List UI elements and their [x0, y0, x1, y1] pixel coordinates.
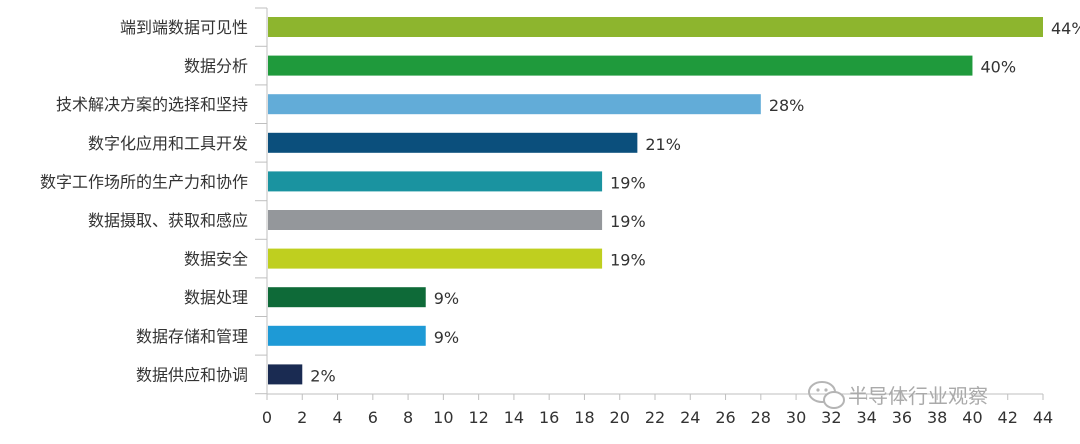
x-tick-label: 22	[645, 408, 665, 427]
x-tick-label: 14	[504, 408, 524, 427]
x-tick-label: 6	[368, 408, 378, 427]
bar	[268, 287, 426, 308]
x-tick-label: 20	[610, 408, 630, 427]
bar	[268, 17, 1043, 37]
value-label: 9%	[434, 289, 459, 308]
bar	[268, 364, 303, 385]
category-label: 数据存储和管理	[136, 327, 248, 346]
bars-layer: 端到端数据可见性 44% 数据分析 40% 技术解决方案的选择和坚持 28% 数字化应用和工…	[40, 17, 1080, 385]
value-label: 40%	[980, 58, 1016, 77]
wechat-icon	[808, 381, 845, 409]
value-label: 28%	[769, 96, 805, 115]
x-tick-label: 36	[892, 408, 912, 427]
bar	[268, 248, 603, 269]
bar	[268, 210, 603, 230]
category-label: 数字工作场所的生产力和协作	[40, 172, 248, 191]
category-label: 数字化应用和工具开发	[88, 134, 248, 153]
x-tick-label: 26	[715, 408, 735, 427]
bar	[268, 94, 761, 115]
bar	[268, 325, 426, 346]
bar	[268, 132, 638, 153]
x-tick-label: 16	[539, 408, 559, 427]
bar	[268, 171, 603, 192]
axis-layer: 0 2 4 6 8 10 12 14 16 18 20 22 24 26 28 30 32 34 36 38 40 42 4…	[255, 7, 1053, 427]
category-label: 数据供应和协调	[136, 365, 248, 384]
x-tick-label: 24	[680, 408, 700, 427]
category-label: 技术解决方案的选择和坚持	[56, 95, 248, 114]
x-tick-label: 34	[856, 408, 876, 427]
x-tick-label: 42	[998, 408, 1018, 427]
category-label: 数据处理	[184, 288, 248, 307]
x-tick-label: 32	[821, 408, 841, 427]
value-label: 19%	[610, 173, 646, 192]
value-label: 9%	[434, 328, 459, 347]
category-label: 数据安全	[184, 250, 248, 269]
watermark: 半导体行业观察	[808, 381, 988, 409]
x-tick-label: 44	[1033, 408, 1053, 427]
value-label: 21%	[645, 135, 681, 154]
x-tick-label: 40	[962, 408, 982, 427]
value-label: 2%	[310, 366, 335, 385]
value-label: 44%	[1051, 19, 1080, 38]
category-label: 端到端数据可见性	[120, 18, 248, 37]
x-tick-label: 2	[297, 408, 307, 427]
category-label: 数据分析	[184, 57, 248, 76]
x-tick-label: 30	[786, 408, 806, 427]
category-label: 数据摄取、获取和感应	[88, 211, 248, 230]
x-tick-label: 38	[927, 408, 947, 427]
bar	[268, 55, 973, 76]
x-tick-label: 12	[468, 408, 488, 427]
x-tick-label: 28	[751, 408, 771, 427]
x-tick-label: 0	[262, 408, 272, 427]
x-tick-label: 4	[332, 408, 342, 427]
value-label: 19%	[610, 212, 646, 231]
x-tick-label: 10	[433, 408, 453, 427]
x-tick-label: 18	[574, 408, 594, 427]
x-tick-label: 8	[403, 408, 413, 427]
watermark-text: 半导体行业观察	[848, 384, 988, 408]
value-label: 19%	[610, 251, 646, 270]
